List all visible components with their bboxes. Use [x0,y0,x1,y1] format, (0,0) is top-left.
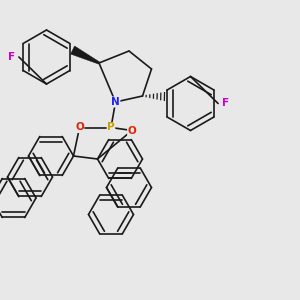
Polygon shape [70,46,100,64]
Text: N: N [111,97,120,107]
Text: O: O [128,125,136,136]
Text: O: O [75,122,84,133]
Text: P: P [107,122,115,133]
Text: F: F [8,52,15,62]
Text: F: F [222,98,229,109]
